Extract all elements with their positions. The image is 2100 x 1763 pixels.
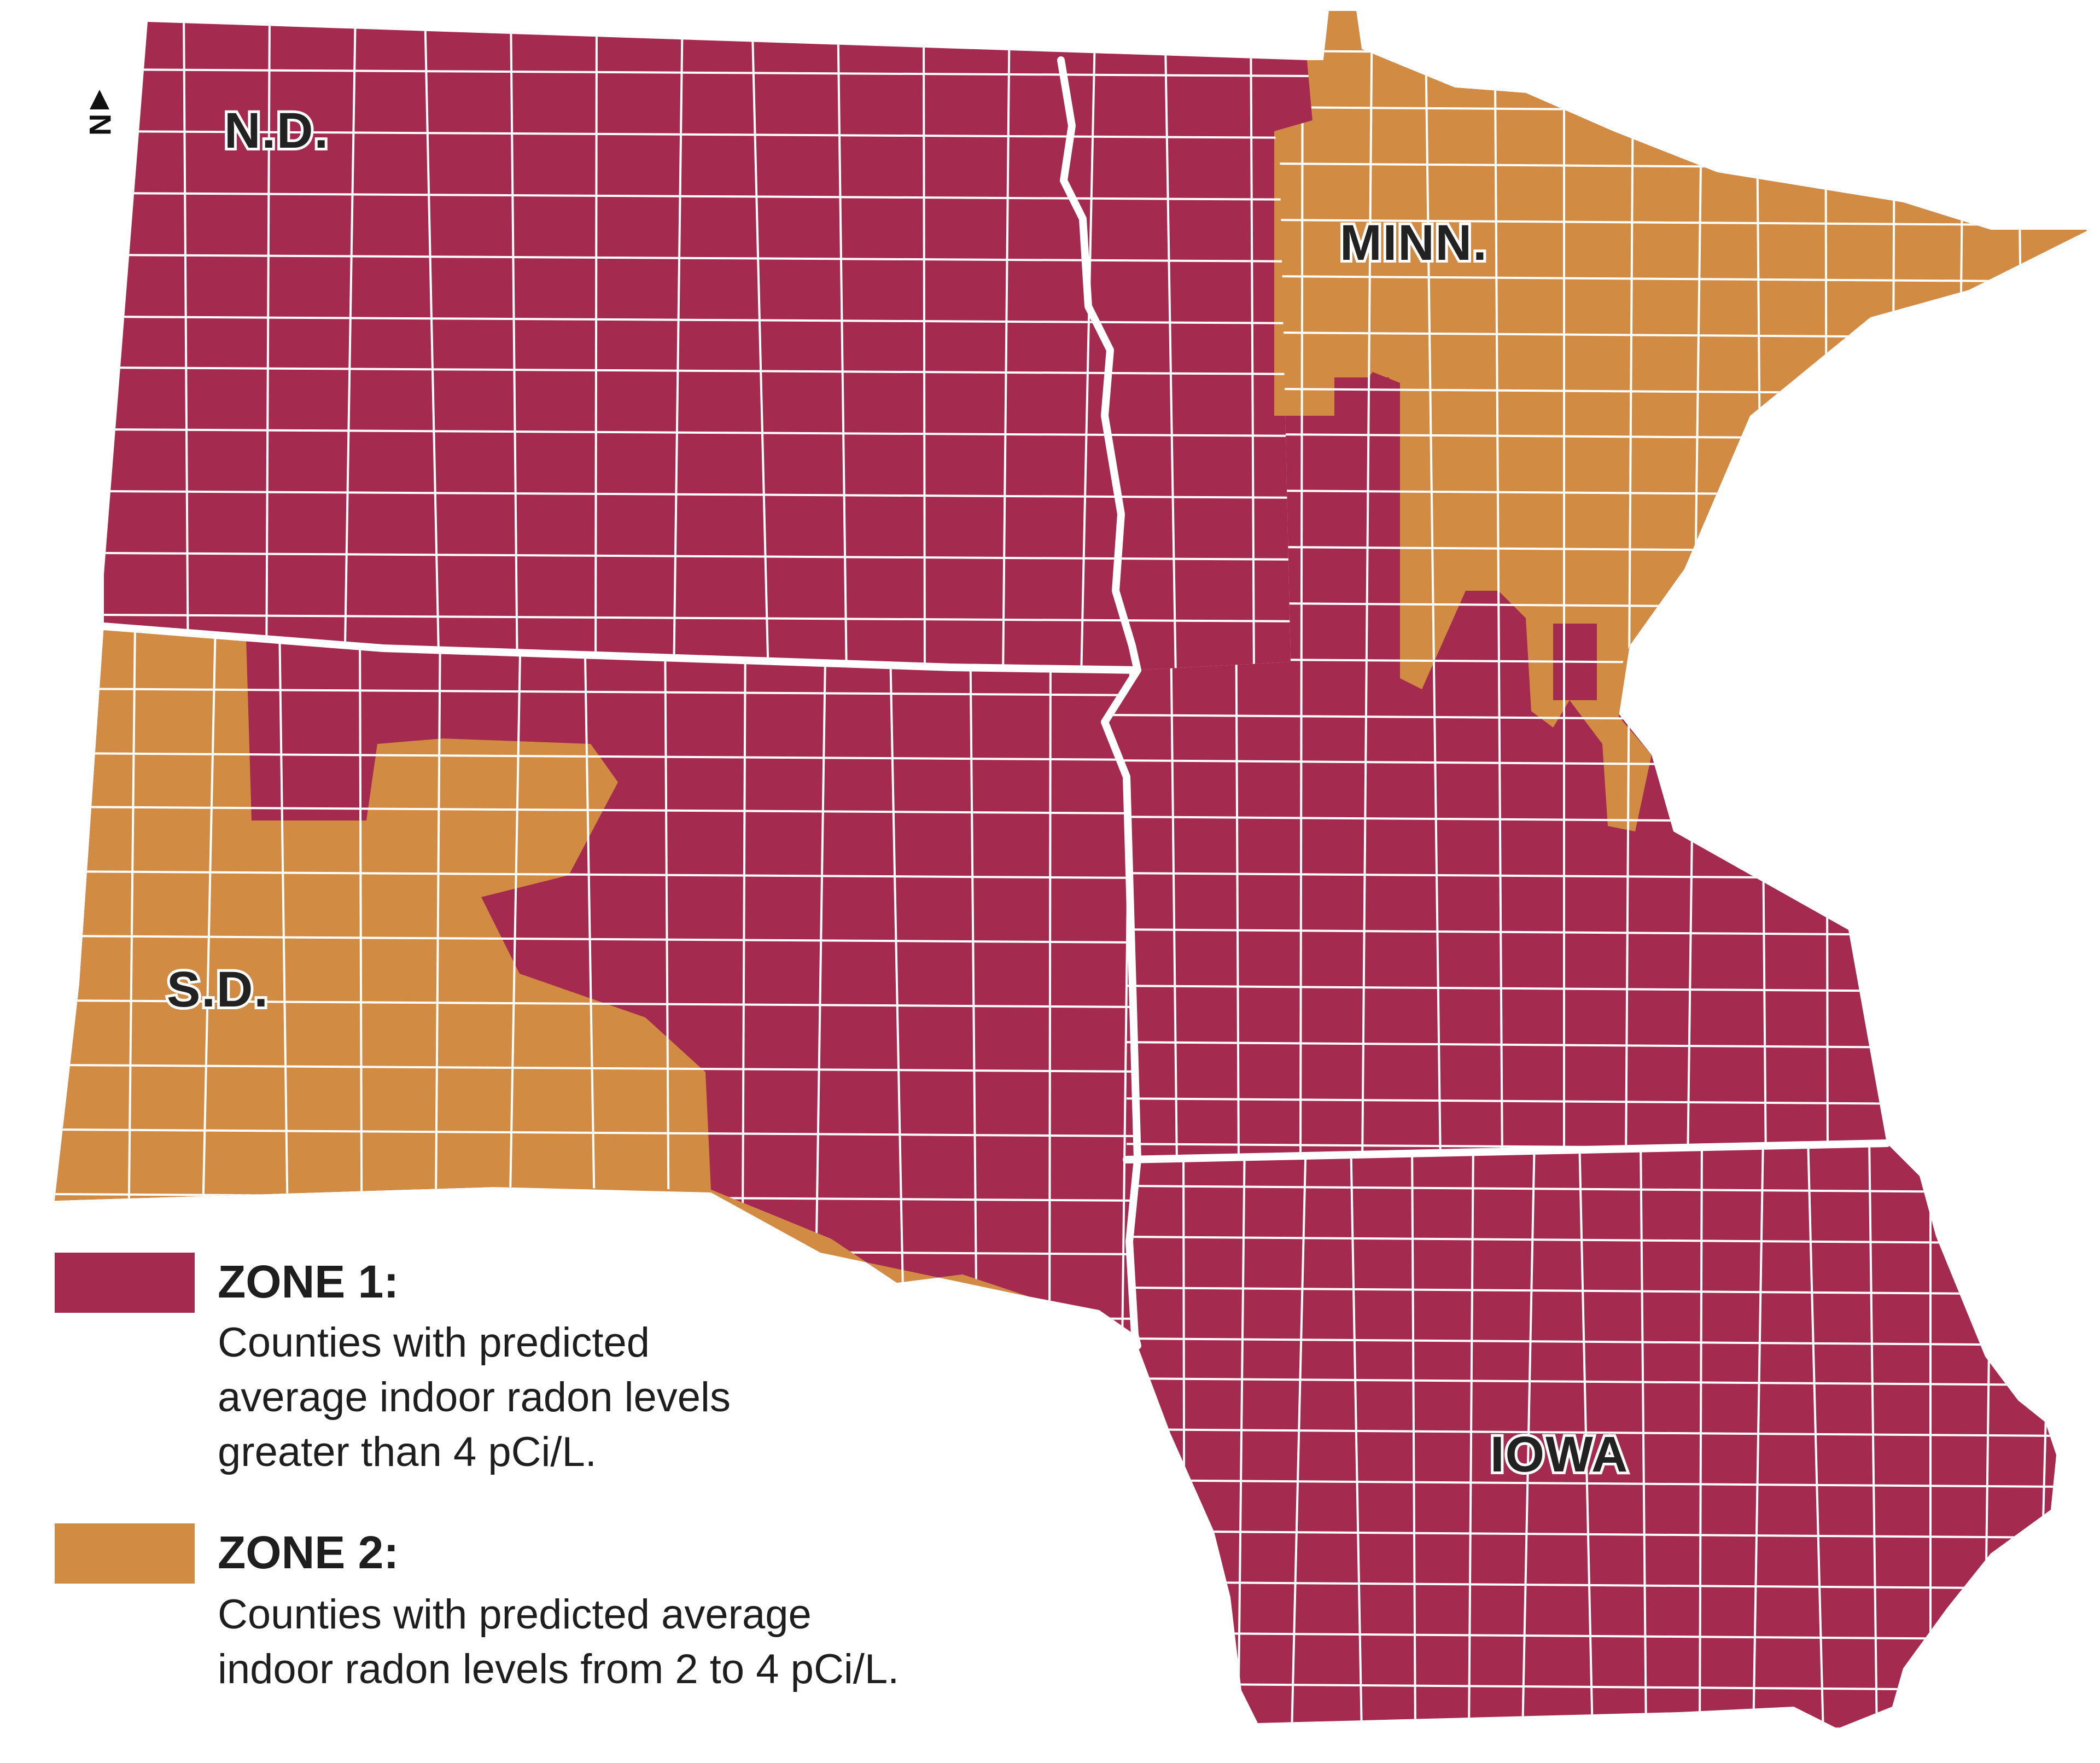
border-nd-sd bbox=[100, 622, 1141, 674]
legend-title-zone2: ZONE 2: bbox=[218, 1527, 399, 1578]
county-line bbox=[1127, 1337, 2056, 1346]
border-nd-mn bbox=[1057, 56, 1141, 674]
county-line bbox=[1127, 1581, 2056, 1590]
county-line bbox=[1950, 11, 1965, 1160]
state-fill-south-dakota bbox=[55, 626, 1138, 1335]
county-line bbox=[1494, 11, 1503, 1160]
county-line bbox=[104, 192, 1312, 201]
county-line bbox=[1127, 1287, 2056, 1295]
border-sd-mn bbox=[1101, 666, 1141, 1163]
label-iowa: IOWA bbox=[1490, 1427, 1629, 1482]
state-fill-minnesota bbox=[1105, 11, 2089, 1160]
zone2-area-south-dakota bbox=[55, 626, 1028, 1296]
north-arrow: N bbox=[83, 90, 118, 136]
county-line bbox=[55, 1128, 1138, 1137]
county-line bbox=[1127, 1377, 2056, 1386]
county-line bbox=[55, 935, 1138, 944]
legend-swatch-zone1 bbox=[55, 1253, 195, 1313]
county-line bbox=[1250, 22, 1255, 670]
county-line bbox=[837, 22, 848, 670]
county-line bbox=[1868, 1143, 1878, 1729]
border-sd-ia bbox=[1125, 1156, 1141, 1349]
county-line bbox=[55, 752, 1138, 761]
county-line bbox=[104, 68, 1312, 77]
county-line bbox=[1127, 1479, 2056, 1488]
border-mn-ia bbox=[1123, 1139, 1891, 1163]
legend-desc-zone2-line1: Counties with predicted average bbox=[218, 1591, 812, 1638]
county-grid bbox=[104, 22, 1312, 670]
county-line bbox=[1625, 11, 1635, 1160]
county-line bbox=[1127, 1530, 2056, 1539]
county-line bbox=[1002, 22, 1011, 670]
county-line bbox=[55, 806, 1138, 814]
county-line bbox=[1048, 626, 1052, 1335]
county-line bbox=[1424, 11, 1442, 1160]
state-fill-north-dakota bbox=[104, 22, 1312, 670]
county-line bbox=[104, 254, 1312, 263]
county-line bbox=[1299, 11, 1304, 1160]
county-line bbox=[55, 870, 1138, 879]
county-line bbox=[1752, 1143, 1764, 1729]
county-line bbox=[104, 130, 1312, 139]
county-line bbox=[1127, 1185, 2056, 1194]
county-line bbox=[424, 22, 440, 670]
legend-desc-zone1-line2: average indoor radon levels bbox=[218, 1374, 731, 1421]
county-line bbox=[1888, 11, 1896, 1160]
county-line bbox=[1127, 1723, 2056, 1729]
county-line bbox=[104, 614, 1312, 622]
north-arrow-icon bbox=[90, 90, 109, 109]
county-line bbox=[343, 22, 357, 670]
zone2-area-minnesota bbox=[1274, 11, 2089, 831]
county-line bbox=[969, 626, 978, 1335]
county-line bbox=[104, 316, 1312, 324]
label-south-dakota: S.D. bbox=[167, 962, 269, 1017]
county-line bbox=[814, 626, 827, 1335]
county-line bbox=[510, 22, 518, 670]
county-line bbox=[889, 626, 905, 1335]
state-borders bbox=[100, 56, 1891, 1349]
county-line bbox=[1807, 1143, 1824, 1729]
legend-title-zone1: ZONE 1: bbox=[218, 1256, 399, 1307]
county-line bbox=[1080, 22, 1096, 670]
county-line bbox=[183, 22, 189, 670]
county-line bbox=[1127, 1428, 2056, 1437]
county-line bbox=[55, 1064, 1138, 1073]
county-line bbox=[751, 22, 769, 670]
county-line bbox=[1361, 11, 1373, 1160]
county-line bbox=[2086, 11, 2089, 1160]
label-north-dakota: N.D. bbox=[224, 103, 329, 159]
county-line bbox=[1699, 1143, 1703, 1729]
legend-swatch-zone2 bbox=[55, 1523, 195, 1584]
county-line bbox=[1182, 1143, 1186, 1729]
county-line bbox=[1105, 49, 2089, 57]
legend-desc-zone1-line3: greater than 4 pCi/L. bbox=[218, 1429, 597, 1475]
county-line bbox=[923, 22, 926, 670]
label-minnesota: MINN. bbox=[1340, 215, 1488, 271]
north-label: N bbox=[83, 114, 118, 136]
legend-desc-zone2-line2: indoor radon levels from 2 to 4 pCi/L. bbox=[218, 1646, 900, 1692]
legend-desc-zone1-line1: Counties with predicted bbox=[218, 1319, 650, 1366]
county-line bbox=[55, 999, 1138, 1008]
county-line bbox=[673, 22, 684, 670]
county-line bbox=[55, 688, 1138, 696]
county-line bbox=[594, 22, 598, 670]
zone1-county-aitkin bbox=[1334, 377, 1389, 569]
county-line bbox=[2016, 11, 2031, 1160]
county-line bbox=[104, 552, 1312, 561]
county-line bbox=[104, 490, 1312, 499]
county-line bbox=[1578, 1143, 1594, 1729]
county-line bbox=[1127, 1632, 2056, 1640]
county-line bbox=[265, 22, 271, 670]
county-line bbox=[1127, 1236, 2056, 1244]
county-line bbox=[1640, 1143, 1647, 1729]
county-line bbox=[1164, 22, 1177, 670]
